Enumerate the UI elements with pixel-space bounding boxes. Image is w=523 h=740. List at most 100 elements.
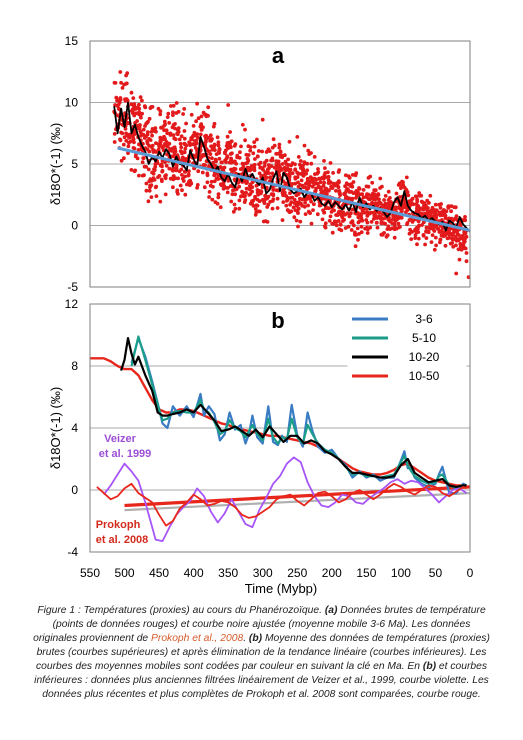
raw-data-point xyxy=(272,143,277,148)
raw-data-point xyxy=(400,209,404,214)
raw-data-point xyxy=(338,222,343,227)
raw-data-point xyxy=(237,198,242,203)
raw-data-point xyxy=(338,191,342,196)
veizer-line xyxy=(103,456,468,542)
raw-data-point xyxy=(214,159,218,164)
raw-data-point xyxy=(457,257,462,262)
raw-data-point xyxy=(264,158,269,163)
raw-data-point xyxy=(451,237,456,242)
raw-data-point xyxy=(154,129,158,134)
raw-data-point xyxy=(195,135,200,140)
raw-data-point xyxy=(416,204,421,208)
raw-data-point xyxy=(458,236,463,241)
panel-a-y-tick-label: -5 xyxy=(67,280,78,294)
raw-data-point xyxy=(344,181,349,186)
raw-data-point xyxy=(385,233,390,238)
raw-data-point xyxy=(132,104,137,108)
raw-data-point xyxy=(296,171,300,176)
raw-data-point xyxy=(122,135,127,140)
raw-data-point xyxy=(378,217,383,221)
raw-data-point xyxy=(164,173,168,178)
raw-data-point xyxy=(135,119,140,123)
raw-data-point xyxy=(225,134,230,139)
raw-data-point xyxy=(444,209,449,214)
x-tick-label: 50 xyxy=(429,566,443,580)
raw-data-point xyxy=(262,164,267,168)
raw-data-point xyxy=(171,185,175,190)
raw-data-point xyxy=(437,230,442,234)
raw-data-point xyxy=(144,188,149,193)
raw-data-point xyxy=(175,128,180,133)
raw-data-point xyxy=(242,200,247,205)
raw-data-point xyxy=(216,177,221,182)
raw-data-point xyxy=(318,180,323,185)
raw-data-point xyxy=(244,190,249,195)
raw-data-point xyxy=(244,161,249,166)
raw-data-point xyxy=(357,232,361,236)
raw-data-point xyxy=(204,137,209,141)
raw-data-point xyxy=(281,200,286,205)
raw-data-point xyxy=(142,164,147,169)
raw-data-point xyxy=(167,166,172,171)
raw-data-point xyxy=(416,230,421,235)
raw-data-point xyxy=(229,199,234,204)
raw-data-point xyxy=(451,230,456,235)
raw-data-point xyxy=(252,162,257,167)
raw-data-point xyxy=(162,119,167,124)
raw-data-point xyxy=(205,180,210,185)
raw-data-point xyxy=(172,136,177,141)
caption-source-link[interactable]: Prokoph et al., 2008 xyxy=(151,633,244,644)
raw-data-point xyxy=(225,154,230,159)
raw-data-point xyxy=(171,103,176,108)
raw-data-point xyxy=(228,143,232,148)
raw-data-point xyxy=(224,160,228,165)
raw-data-point xyxy=(158,112,163,117)
raw-data-point xyxy=(456,247,461,252)
raw-data-point xyxy=(213,163,218,168)
raw-data-point xyxy=(216,140,221,145)
raw-data-point xyxy=(138,129,143,133)
raw-data-point xyxy=(442,232,447,237)
raw-data-point xyxy=(430,222,435,227)
raw-data-point xyxy=(362,210,367,215)
raw-data-point xyxy=(171,174,176,179)
raw-data-point xyxy=(286,157,290,162)
raw-data-point xyxy=(416,236,421,241)
raw-data-point xyxy=(233,192,238,197)
raw-data-point xyxy=(250,185,255,190)
raw-data-point xyxy=(215,135,220,140)
panel-b-y-ticks: 12 8 4 0 -4 xyxy=(65,297,79,559)
raw-data-point xyxy=(457,233,461,237)
raw-data-point xyxy=(271,137,276,142)
raw-data-point xyxy=(386,189,391,194)
raw-data-point xyxy=(312,202,316,207)
caption-b-tag: (b) xyxy=(248,633,263,644)
panel-a-chart: 15 10 5 0 -5 a δ18O*(-1) (‰) xyxy=(48,34,471,294)
raw-data-point xyxy=(283,181,288,186)
raw-data-point xyxy=(182,107,187,111)
raw-data-point xyxy=(438,237,443,242)
raw-data-point xyxy=(424,236,429,241)
raw-data-point xyxy=(189,136,194,140)
raw-data-point xyxy=(232,202,237,207)
raw-data-point xyxy=(443,213,448,218)
raw-data-point xyxy=(272,165,277,170)
raw-data-point xyxy=(417,207,422,212)
raw-data-point xyxy=(239,194,243,199)
raw-data-point xyxy=(358,205,363,210)
raw-data-point xyxy=(180,188,184,193)
raw-data-point xyxy=(124,138,129,143)
legend-label-3-6: 3-6 xyxy=(415,312,433,326)
raw-data-point xyxy=(258,209,262,214)
raw-data-point xyxy=(438,240,442,245)
x-tick-label: 450 xyxy=(149,566,169,580)
raw-data-point xyxy=(365,231,370,235)
raw-data-point xyxy=(154,150,159,154)
raw-data-point xyxy=(356,237,360,242)
raw-data-point xyxy=(368,174,373,179)
raw-data-point xyxy=(464,251,469,255)
raw-data-point xyxy=(354,171,359,176)
raw-data-point xyxy=(404,175,409,180)
raw-data-point xyxy=(296,224,300,229)
